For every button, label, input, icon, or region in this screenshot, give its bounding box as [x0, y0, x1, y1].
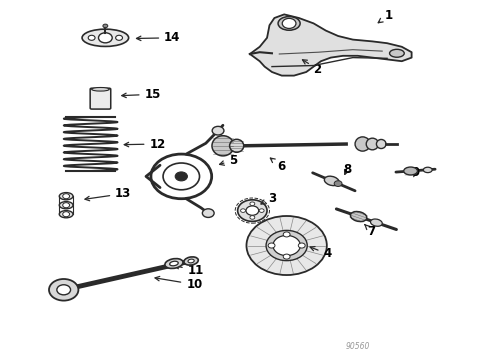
Ellipse shape — [355, 137, 370, 151]
Text: 11: 11 — [174, 264, 204, 277]
Circle shape — [57, 285, 71, 295]
Ellipse shape — [59, 193, 73, 200]
Circle shape — [238, 200, 267, 221]
Ellipse shape — [350, 212, 367, 221]
Text: 8: 8 — [343, 163, 351, 176]
Ellipse shape — [278, 17, 300, 30]
Polygon shape — [250, 14, 412, 76]
FancyBboxPatch shape — [90, 88, 111, 109]
Ellipse shape — [324, 176, 339, 186]
Ellipse shape — [82, 29, 128, 46]
Circle shape — [268, 243, 275, 248]
Text: 5: 5 — [220, 154, 238, 167]
Circle shape — [273, 235, 300, 256]
Circle shape — [282, 18, 296, 28]
Ellipse shape — [404, 167, 417, 175]
Text: 90560: 90560 — [345, 342, 370, 351]
Circle shape — [88, 35, 95, 40]
Text: 6: 6 — [270, 158, 285, 173]
Circle shape — [212, 126, 224, 135]
Text: 4: 4 — [310, 247, 332, 260]
Circle shape — [259, 209, 264, 212]
Circle shape — [266, 230, 307, 261]
Text: 3: 3 — [261, 192, 277, 204]
Ellipse shape — [170, 261, 178, 266]
Ellipse shape — [59, 211, 73, 218]
Circle shape — [250, 202, 255, 206]
Text: 13: 13 — [85, 187, 131, 201]
Circle shape — [98, 33, 112, 43]
Ellipse shape — [423, 167, 432, 172]
Circle shape — [241, 209, 245, 212]
Circle shape — [116, 35, 122, 40]
Circle shape — [334, 181, 342, 186]
Ellipse shape — [390, 49, 404, 57]
Ellipse shape — [188, 259, 194, 263]
Ellipse shape — [376, 139, 386, 149]
Text: 7: 7 — [365, 224, 376, 238]
Circle shape — [63, 194, 70, 199]
Text: 2: 2 — [302, 60, 322, 76]
Ellipse shape — [366, 138, 379, 150]
Ellipse shape — [370, 219, 382, 226]
Circle shape — [283, 232, 290, 237]
Circle shape — [283, 254, 290, 259]
Circle shape — [250, 216, 255, 219]
Text: 12: 12 — [124, 138, 166, 150]
Circle shape — [63, 203, 70, 208]
Circle shape — [103, 24, 108, 28]
Circle shape — [246, 206, 259, 215]
Ellipse shape — [59, 202, 73, 209]
Circle shape — [63, 212, 70, 217]
Ellipse shape — [184, 257, 198, 265]
Circle shape — [246, 216, 327, 275]
Ellipse shape — [230, 139, 244, 152]
Ellipse shape — [165, 258, 183, 269]
Circle shape — [175, 172, 187, 181]
Circle shape — [202, 209, 214, 217]
Text: 14: 14 — [137, 31, 180, 44]
Circle shape — [298, 243, 305, 248]
Text: 1: 1 — [378, 9, 393, 23]
Text: 10: 10 — [155, 276, 202, 291]
Ellipse shape — [212, 136, 234, 156]
Text: 15: 15 — [122, 88, 161, 101]
Circle shape — [49, 279, 78, 301]
Ellipse shape — [92, 87, 109, 91]
Text: 9: 9 — [411, 166, 420, 179]
